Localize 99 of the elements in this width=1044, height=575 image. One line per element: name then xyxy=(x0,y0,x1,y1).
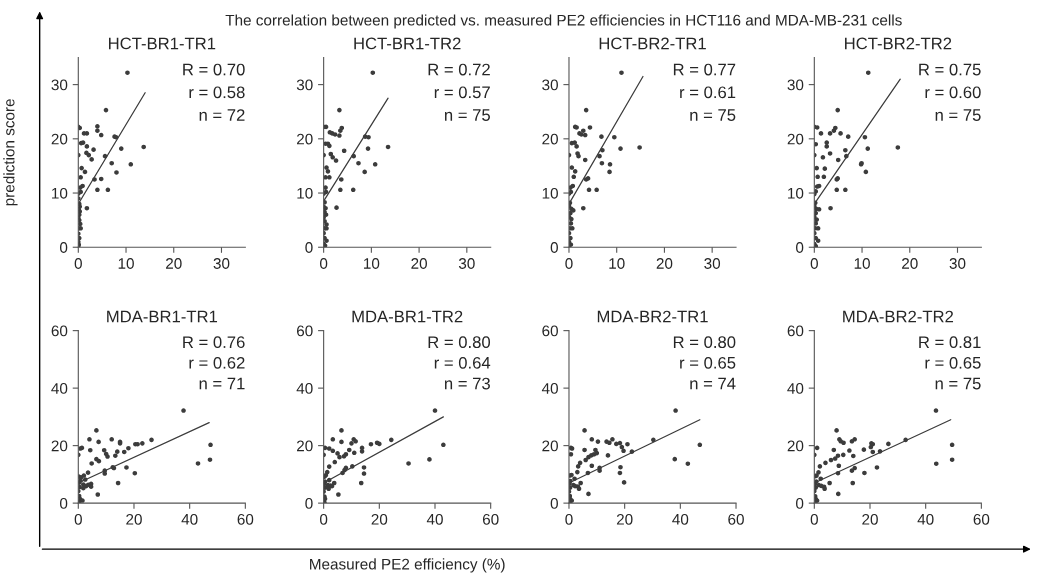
x-tick-label: 60 xyxy=(728,513,744,525)
annotation: n = 71 xyxy=(199,377,245,390)
chart-title: MDA-BR1-TR1 xyxy=(107,310,218,323)
x-tick-label: 0 xyxy=(565,513,573,525)
y-tick-label: 20 xyxy=(542,133,558,145)
x-tick-label: 20 xyxy=(126,513,142,525)
annotation: R = 0.76 xyxy=(183,336,245,349)
annotation: r = 0.60 xyxy=(925,86,981,99)
y-tick-label: 60 xyxy=(297,325,313,337)
x-tick-label: 30 xyxy=(704,258,721,269)
annotation: r = 0.65 xyxy=(680,356,736,369)
annotation: n = 74 xyxy=(690,377,736,390)
y-tick-label: 0 xyxy=(305,242,313,253)
y-tick-label: 0 xyxy=(305,497,313,509)
annotation: R = 0.80 xyxy=(428,336,491,349)
x-tick-label: 40 xyxy=(917,513,934,525)
y-tick-label: 30 xyxy=(51,79,68,91)
x-tick-label: 20 xyxy=(371,513,388,525)
y-tick-label: 30 xyxy=(296,79,313,91)
chart-title: MDA-BR2-TR1 xyxy=(597,310,708,323)
x-tick-label: 40 xyxy=(672,513,689,525)
y-tick-label: 20 xyxy=(51,133,68,145)
x-tick-label: 20 xyxy=(616,513,633,525)
x-tick-label: 40 xyxy=(426,513,443,525)
annotation: n = 75 xyxy=(690,109,736,121)
y-axis-title: prediction score xyxy=(3,99,18,206)
y-tick-label: 20 xyxy=(787,133,804,145)
y-tick-label: 60 xyxy=(51,325,68,337)
chart-title: MDA-BR1-TR2 xyxy=(352,310,463,323)
x-tick-label: 20 xyxy=(862,513,878,525)
y-tick-label: 10 xyxy=(542,187,558,199)
y-tick-label: 60 xyxy=(542,325,558,337)
annotation: R = 0.72 xyxy=(428,63,490,76)
x-tick-label: 0 xyxy=(74,513,82,525)
chart-title: MDA-BR2-TR2 xyxy=(843,310,954,323)
y-tick-label: 40 xyxy=(541,382,558,394)
x-tick-label: 60 xyxy=(482,513,499,525)
annotation: n = 75 xyxy=(935,109,981,121)
y-tick-label: 10 xyxy=(297,187,313,199)
annotation: R = 0.80 xyxy=(673,336,736,349)
y-tick-label: 0 xyxy=(59,497,68,509)
y-tick-label: 20 xyxy=(542,440,558,452)
x-tick-label: 40 xyxy=(181,513,198,525)
y-tick-label: 10 xyxy=(788,187,804,199)
x-tick-label: 10 xyxy=(609,258,625,269)
y-tick-label: 40 xyxy=(787,382,804,394)
x-tick-label: 20 xyxy=(656,258,673,269)
annotation: R = 0.75 xyxy=(919,63,981,76)
annotation: n = 75 xyxy=(935,377,981,390)
y-tick-label: 0 xyxy=(550,497,558,509)
y-tick-label: 60 xyxy=(787,325,804,337)
annotation: r = 0.61 xyxy=(680,86,736,99)
chart-title: HCT-BR2-TR2 xyxy=(845,37,952,50)
x-tick-label: 10 xyxy=(118,258,134,269)
y-tick-label: 0 xyxy=(796,242,804,253)
x-tick-label: 0 xyxy=(74,258,82,269)
y-tick-label: 40 xyxy=(51,382,68,394)
x-tick-label: 0 xyxy=(319,513,328,525)
x-tick-label: 30 xyxy=(458,258,475,269)
x-tick-label: 20 xyxy=(411,258,427,269)
x-tick-label: 30 xyxy=(213,258,230,269)
annotation: n = 75 xyxy=(444,109,490,121)
y-tick-label: 40 xyxy=(296,382,313,394)
chart-title: HCT-BR1-TR2 xyxy=(354,37,461,50)
y-tick-label: 10 xyxy=(52,187,68,199)
y-tick-label: 0 xyxy=(59,242,68,253)
x-tick-label: 0 xyxy=(810,513,818,525)
x-tick-label: 10 xyxy=(854,258,870,269)
annotation: n = 72 xyxy=(199,109,245,121)
annotation: r = 0.57 xyxy=(434,86,490,99)
annotation: R = 0.70 xyxy=(183,63,245,76)
x-tick-label: 60 xyxy=(237,513,254,525)
x-tick-label: 0 xyxy=(810,258,818,269)
y-tick-label: 30 xyxy=(542,79,558,91)
chart-title: HCT-BR1-TR1 xyxy=(109,37,216,50)
y-tick-label: 20 xyxy=(297,440,313,452)
x-axis-title: Measured PE2 efficiency (%) xyxy=(310,558,505,573)
annotation: R = 0.81 xyxy=(919,336,981,349)
annotation: R = 0.77 xyxy=(673,63,736,76)
x-tick-label: 20 xyxy=(166,258,182,269)
y-tick-label: 0 xyxy=(796,497,804,509)
y-tick-label: 20 xyxy=(297,133,313,145)
text: The correlation between predicted vs. measured PE2 efficiencies in HCT116 and MDA-MB-231 cells xyxy=(225,14,902,29)
annotation: r = 0.58 xyxy=(189,86,245,99)
y-tick-label: 30 xyxy=(787,79,804,91)
annotation: r = 0.62 xyxy=(189,356,245,369)
y-tick-label: 20 xyxy=(787,440,804,452)
annotation: r = 0.65 xyxy=(925,356,981,369)
x-tick-label: 30 xyxy=(949,258,966,269)
x-tick-label: 0 xyxy=(565,258,573,269)
annotation: n = 73 xyxy=(444,377,490,390)
x-tick-label: 10 xyxy=(364,258,380,269)
chart-title: HCT-BR2-TR1 xyxy=(599,37,706,50)
y-tick-label: 0 xyxy=(550,242,558,253)
y-tick-label: 20 xyxy=(51,440,68,452)
x-tick-label: 20 xyxy=(902,258,918,269)
annotation: r = 0.64 xyxy=(434,356,491,369)
x-tick-label: 0 xyxy=(319,258,328,269)
x-tick-label: 60 xyxy=(973,513,990,525)
